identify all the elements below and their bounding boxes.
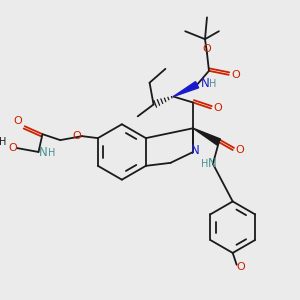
Text: H: H <box>201 159 209 169</box>
Text: O: O <box>202 44 211 54</box>
Text: O: O <box>14 116 22 126</box>
Text: O: O <box>73 131 82 141</box>
Text: O: O <box>8 143 17 153</box>
Text: O: O <box>231 70 240 80</box>
Text: H: H <box>209 79 217 89</box>
Text: H: H <box>0 137 7 147</box>
Text: O: O <box>214 103 222 113</box>
Text: N: N <box>201 77 209 90</box>
Text: N: N <box>208 158 216 170</box>
Text: O: O <box>235 145 244 155</box>
Text: O: O <box>236 262 245 272</box>
Text: H: H <box>48 148 55 158</box>
Polygon shape <box>173 82 199 97</box>
Text: N: N <box>39 146 48 160</box>
Polygon shape <box>193 128 220 145</box>
Text: N: N <box>191 145 200 158</box>
